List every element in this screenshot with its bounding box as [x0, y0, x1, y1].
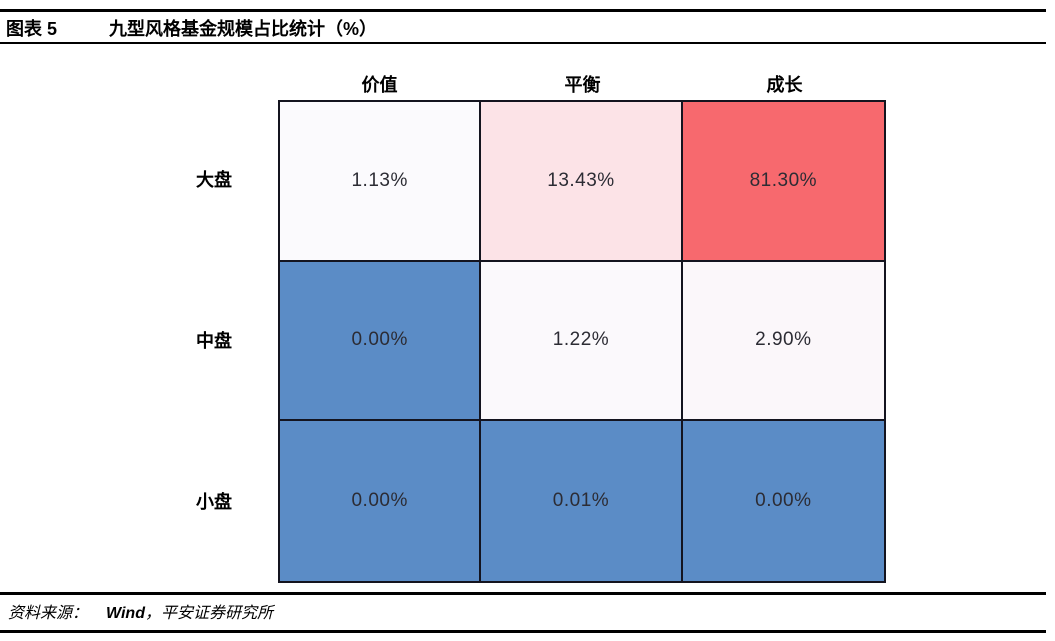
source-name: Wind: [106, 605, 145, 622]
footer-top-rule: [0, 592, 1046, 595]
column-header-growth: 成长: [766, 75, 803, 95]
figure-label: 图表 5: [6, 19, 58, 39]
heatmap-cell-r0c2: 81.30%: [682, 102, 884, 262]
figure-title: 九型风格基金规模占比统计（%）: [109, 19, 378, 39]
row-label-large-cap: 大盘: [196, 170, 232, 190]
source-rest: ，平安证券研究所: [144, 605, 273, 622]
source-note: 资料来源： Wind，平安证券研究所: [8, 599, 273, 623]
footer-bottom-rule: [0, 630, 1046, 633]
column-header-balanced: 平衡: [564, 75, 601, 95]
heatmap-cell-r0c0: 1.13%: [280, 102, 482, 262]
heatmap-grid: 1.13% 13.43% 81.30% 0.00% 1.22% 2.90% 0.…: [278, 100, 886, 583]
heatmap-cell-r2c1: 0.01%: [481, 421, 683, 581]
title-rule: [0, 42, 1046, 44]
column-header-value: 价值: [361, 75, 398, 95]
row-label-mid-cap: 中盘: [196, 331, 232, 351]
row-label-small-cap: 小盘: [196, 492, 232, 512]
heatmap-cell-r1c2: 2.90%: [682, 261, 884, 422]
figure-title-row: 图表 5 九型风格基金规模占比统计（%）: [6, 15, 377, 41]
top-rule: [0, 9, 1046, 12]
heatmap-cell-r2c0: 0.00%: [280, 421, 482, 581]
heatmap-cell-r2c2: 0.00%: [682, 421, 884, 581]
heatmap-cell-r1c1: 1.22%: [481, 261, 683, 422]
source-prefix: 资料来源：: [8, 605, 89, 622]
heatmap-cell-r1c0: 0.00%: [280, 261, 482, 422]
heatmap-cell-r0c1: 13.43%: [481, 102, 683, 262]
